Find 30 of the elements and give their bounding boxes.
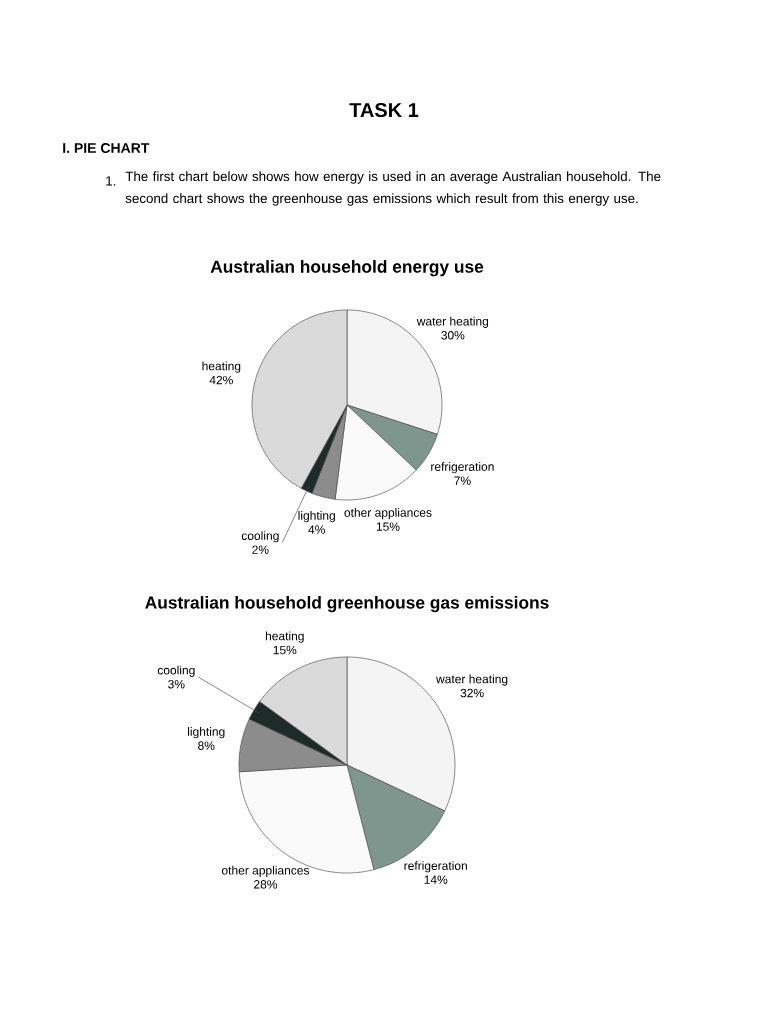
slice-label: other appliances [221, 865, 310, 877]
slice-label: water heating [416, 316, 489, 328]
text: The first chart below shows how energy is used in an average Australian household. The second chart shows the greenhouse gas emissions which result from this energy use. [125, 171, 661, 206]
slice-label: cooling [241, 531, 279, 543]
slice-label: lighting [298, 510, 335, 523]
data-label: 28% [254, 880, 278, 889]
chart-title: Australian household energy use [210, 260, 484, 277]
slice-label: refrigeration [431, 462, 494, 474]
text: TASK 1 [349, 102, 419, 118]
slice-label: lighting [188, 727, 225, 739]
slice-label: cooling [157, 665, 195, 677]
slice-label: heating [265, 631, 304, 643]
data-label: 15% [273, 645, 297, 655]
slice-label: heating [202, 361, 241, 373]
slice-label: other appliances [344, 508, 432, 520]
text: I. PIE CHART [63, 143, 150, 153]
data-label: 4% [308, 525, 325, 534]
slice-label: water heating [436, 674, 508, 686]
data-label: 2% [252, 545, 269, 554]
data-label: 15% [376, 522, 400, 531]
data-label: 7% [454, 476, 471, 485]
data-label: 8% [198, 741, 215, 750]
data-label: 42% [209, 375, 233, 385]
slice-label: refrigeration [404, 861, 467, 873]
data-label: 3% [168, 679, 185, 689]
chart-title: Australian household greenhouse gas emissions [145, 595, 549, 613]
data-label: 14% [424, 875, 448, 884]
data-label: 32% [460, 688, 484, 698]
text: 1. [106, 176, 116, 186]
data-label: 30% [441, 331, 465, 340]
